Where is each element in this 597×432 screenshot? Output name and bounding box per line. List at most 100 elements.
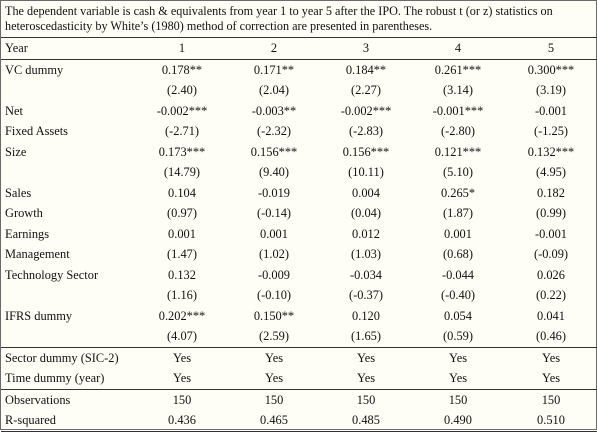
table-cell: 1 <box>136 37 228 60</box>
table-cell: -0.002*** <box>340 103 392 118</box>
table-cell: 0.012 <box>352 226 380 241</box>
table-cell: (-2.80) <box>440 124 476 138</box>
table-row: Earnings 0.001 0.001 0.012 0.001 -0.001 <box>1 224 597 245</box>
table-cell: 3 <box>320 37 412 60</box>
table-cell: 0.171** <box>253 62 295 77</box>
table-cell: 0.026 <box>537 267 565 282</box>
table-cell: 0.001 <box>260 226 288 241</box>
table-cell: 4 <box>412 37 504 60</box>
header-row: Year 1 2 3 4 5 <box>1 37 597 60</box>
table-cell: (-0.09) <box>533 247 569 261</box>
table-cell: (2.40) <box>167 83 197 97</box>
table-cell: (2.04) <box>259 83 289 97</box>
table-cell: 0.150** <box>253 308 295 323</box>
table-cell: 0.120 <box>352 308 380 323</box>
table-cell: -0.002*** <box>156 103 208 118</box>
table-row: (2.40) (2.04) (2.27) (3.14) (3.19) <box>1 80 597 101</box>
table-cell: 0.261*** <box>434 62 482 77</box>
row-label: Growth <box>5 206 43 220</box>
table-cell: (3.19) <box>536 83 566 97</box>
table-cell: (0.99) <box>536 206 566 220</box>
table-cell: 0.202*** <box>158 308 206 323</box>
table-cell: 0.001 <box>168 226 196 241</box>
table-row: Sales 0.104 -0.019 0.004 0.265* 0.182 <box>1 183 597 204</box>
table-cell: 0.436 <box>136 410 228 432</box>
table-cell: 0.104 <box>168 185 196 200</box>
table-cell: (-0.40) <box>440 288 476 302</box>
row-label <box>1 80 136 101</box>
row-label: Size <box>5 144 27 159</box>
table-cell: (0.97) <box>167 206 197 220</box>
footer-row: Sector dummy (SIC-2) Yes Yes Yes Yes Yes <box>1 346 597 368</box>
table-cell: 150 <box>172 392 192 407</box>
table-cell: (4.07) <box>167 329 197 343</box>
row-label: Observations <box>5 392 71 407</box>
table-cell: Yes <box>412 346 504 368</box>
table-cell: 0.184** <box>345 62 387 77</box>
row-label <box>1 326 136 347</box>
row-label: Year <box>1 37 136 60</box>
table-row: Net -0.002*** -0.003** -0.002*** -0.001*** -0… <box>1 101 597 122</box>
table-cell: (3.14) <box>443 83 473 97</box>
row-label: IFRS dummy <box>5 308 73 323</box>
footer-row: Observations 150 150 150 150 150 <box>1 389 597 410</box>
table-cell: 150 <box>356 392 376 407</box>
table-cell: (9.40) <box>259 165 289 179</box>
table-cell: 0.510 <box>504 410 597 432</box>
table-cell: 0.490 <box>412 410 504 432</box>
table-cell: (1.87) <box>443 206 473 220</box>
table-cell: (4.95) <box>536 165 566 179</box>
table-cell: (0.46) <box>536 329 566 343</box>
table-cell: Yes <box>136 346 228 368</box>
table-cell: (-1.25) <box>533 124 569 138</box>
table-cell: 150 <box>264 392 284 407</box>
table-cell: 0.054 <box>444 308 472 323</box>
table-cell: (1.65) <box>351 329 381 343</box>
table-cell: 0.178** <box>161 62 203 77</box>
table-row: Technology Sector 0.132 -0.009 -0.034 -0.044… <box>1 265 597 286</box>
table-row: (14.79) (9.40) (10.11) (5.10) (4.95) <box>1 162 597 183</box>
table-cell: (1.16) <box>167 288 197 302</box>
table-cell: 0.465 <box>228 410 320 432</box>
table-cell: (2.59) <box>259 329 289 343</box>
table-cell: 150 <box>541 392 561 407</box>
row-label: Time dummy (year) <box>1 368 136 390</box>
table-cell: Yes <box>504 368 597 390</box>
table-cell: Yes <box>320 346 412 368</box>
table-cell: 0.132*** <box>527 144 575 159</box>
table-row: (1.16) (-0.10) (-0.37) (-0.40) (0.22) <box>1 285 597 306</box>
table-row: (4.07) (2.59) (1.65) (0.59) (0.46) <box>1 326 597 347</box>
row-label: Sales <box>5 185 32 200</box>
table-cell: -0.019 <box>257 185 290 200</box>
table-note: The dependent variable is cash & equival… <box>5 4 553 33</box>
table-cell: (-2.71) <box>164 124 200 138</box>
table-cell: (0.59) <box>443 329 473 343</box>
table-cell: -0.001 <box>534 103 567 118</box>
table-cell: 0.121*** <box>434 144 482 159</box>
table-cell: -0.009 <box>257 267 290 282</box>
table-cell: 0.004 <box>352 185 380 200</box>
row-label: Sector dummy (SIC-2) <box>1 346 136 368</box>
table-cell: (-2.32) <box>256 124 292 138</box>
table-cell: Yes <box>228 368 320 390</box>
table-cell: (14.79) <box>163 165 201 179</box>
row-label: Technology Sector <box>5 267 99 282</box>
table-cell: Yes <box>320 368 412 390</box>
table-cell: 5 <box>504 37 597 60</box>
table-cell: (0.04) <box>351 206 381 220</box>
table-cell: 0.041 <box>537 308 565 323</box>
row-label <box>1 162 136 183</box>
table-cell: Yes <box>412 368 504 390</box>
table-cell: (-0.10) <box>256 288 292 302</box>
row-label: Management <box>5 247 70 261</box>
table-row: IFRS dummy 0.202*** 0.150** 0.120 0.054 0.041 <box>1 306 597 327</box>
table-cell: (-0.14) <box>256 206 292 220</box>
table-cell: -0.034 <box>349 267 382 282</box>
table-cell: (1.47) <box>167 247 197 261</box>
table-cell: Yes <box>228 346 320 368</box>
table-cell: 0.173*** <box>158 144 206 159</box>
table-cell: 0.265* <box>440 185 476 200</box>
table-cell: -0.003** <box>251 103 297 118</box>
table-cell: (1.02) <box>259 247 289 261</box>
